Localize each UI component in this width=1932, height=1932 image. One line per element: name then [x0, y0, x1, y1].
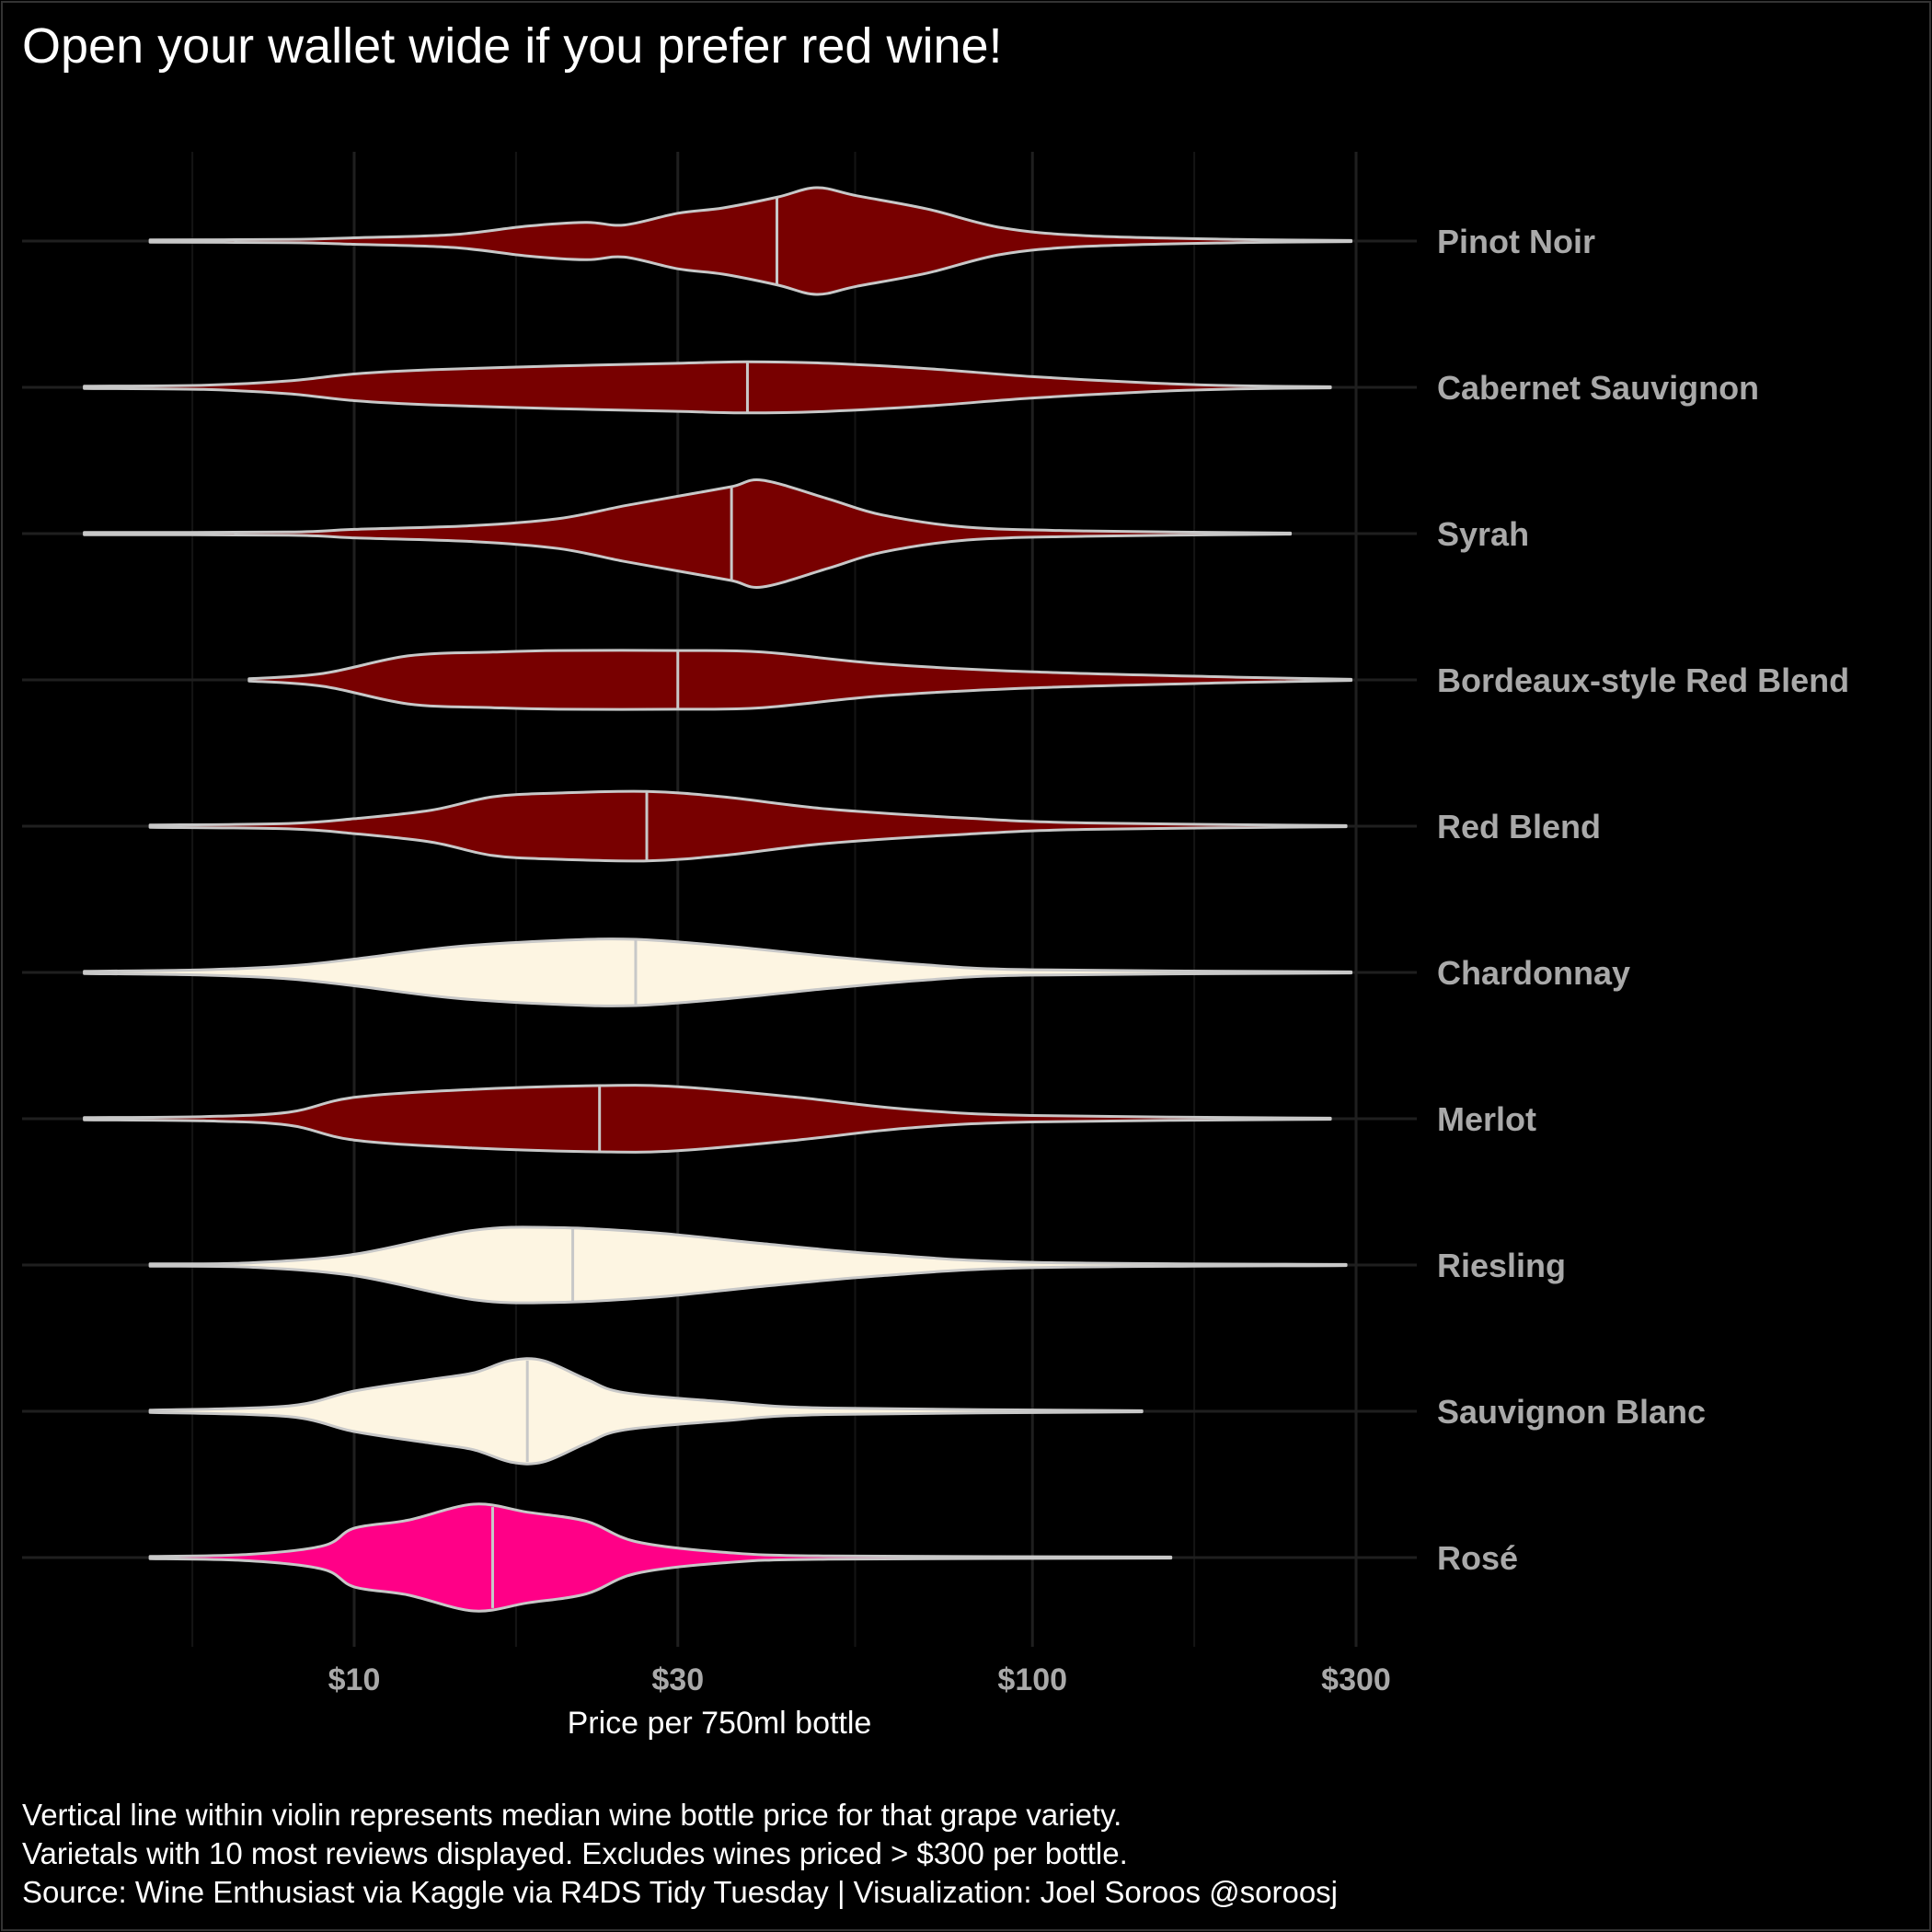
category-labels: Pinot Noir Cabernet Sauvignon Syrah Bordeau…: [1437, 223, 1849, 1577]
category-label: Sauvignon Blanc: [1437, 1393, 1706, 1431]
category-label: Rosé: [1437, 1539, 1518, 1577]
violin-riesling: [148, 1225, 1348, 1305]
caption-line-2: Varietals with 10 most reviews displayed…: [22, 1836, 1128, 1870]
caption-line-1: Vertical line within violin represents m…: [22, 1798, 1121, 1832]
category-label: Cabernet Sauvignon: [1437, 369, 1759, 407]
category-label: Riesling: [1437, 1247, 1566, 1284]
chart-title: Open your wallet wide if you prefer red …: [22, 18, 1003, 74]
violin-chardonnay: [83, 937, 1353, 1007]
category-label: Merlot: [1437, 1100, 1536, 1138]
x-tick-label: $30: [651, 1662, 704, 1697]
x-tick-label: $100: [997, 1662, 1067, 1697]
violin-sauvignon-blanc: [148, 1357, 1144, 1466]
violin-syrah: [83, 478, 1293, 589]
category-label: Bordeaux-style Red Blend: [1437, 661, 1849, 699]
x-tick-label: $300: [1321, 1662, 1391, 1697]
x-tick-label: $10: [328, 1662, 381, 1697]
category-label: Syrah: [1437, 515, 1529, 553]
violin-bordeaux-style-red-blend: [247, 649, 1353, 711]
x-axis-title: Price per 750ml bottle: [568, 1706, 872, 1741]
category-label: Red Blend: [1437, 808, 1601, 845]
category-label: Chardonnay: [1437, 954, 1630, 992]
violin-cabernet-sauvignon: [83, 360, 1332, 415]
caption-line-3: Source: Wine Enthusiast via Kaggle via R…: [22, 1875, 1338, 1909]
violins: [83, 186, 1353, 1613]
x-axis-ticks: $10 $30 $100 $300: [328, 1662, 1391, 1697]
violin-pinot-noir: [148, 186, 1353, 296]
violin-ros-: [148, 1502, 1173, 1613]
violin-merlot: [83, 1084, 1332, 1154]
violin-red-blend: [148, 789, 1348, 863]
category-label: Pinot Noir: [1437, 223, 1595, 260]
